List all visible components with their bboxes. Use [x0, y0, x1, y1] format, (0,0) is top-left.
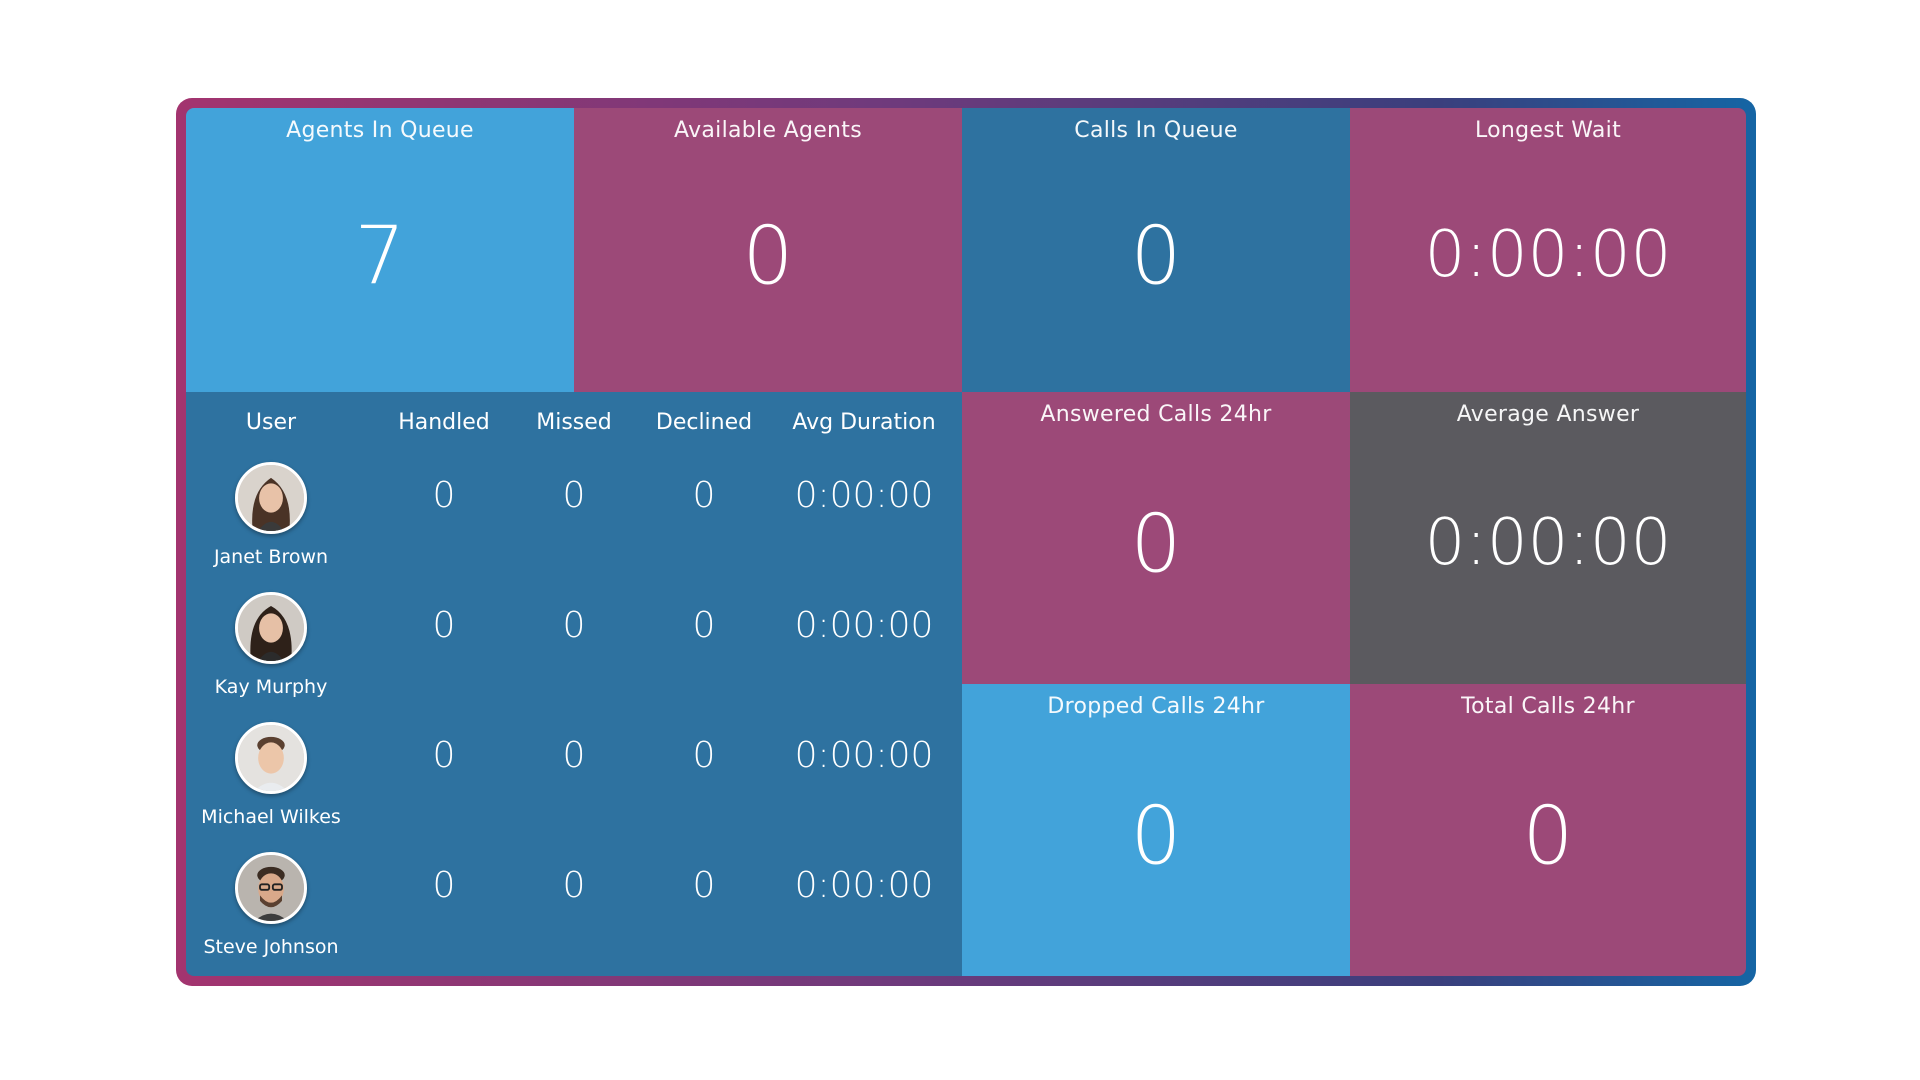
tile-title: Answered Calls 24hr	[1040, 402, 1272, 427]
missed-value: 0	[562, 865, 586, 906]
avg-duration-value: 0:00:00	[794, 475, 934, 516]
handled-value: 0	[432, 865, 456, 906]
dashboard-frame: Agents In Queue 7 Available Agents 0 Cal…	[176, 98, 1756, 986]
declined-value: 0	[692, 865, 716, 906]
user-name: Steve Johnson	[203, 936, 339, 958]
total-calls-tile: Total Calls 24hr 0	[1350, 684, 1746, 976]
column-header-avg-duration: Avg Duration	[792, 410, 936, 435]
tile-title: Available Agents	[674, 118, 862, 143]
dashboard-grid: Agents In Queue 7 Available Agents 0 Cal…	[186, 108, 1746, 976]
tile-value: 0:00:00	[1424, 506, 1672, 581]
answered-calls-tile: Answered Calls 24hr 0	[962, 392, 1350, 684]
tile-title: Dropped Calls 24hr	[1047, 694, 1265, 719]
tile-value: 0:00:00	[1424, 218, 1672, 293]
column-header-handled: Handled	[398, 410, 490, 435]
tile-title: Longest Wait	[1474, 118, 1622, 143]
table-row: Steve Johnson 0 0 0 0:00:00	[186, 852, 962, 976]
missed-value: 0	[562, 605, 586, 646]
user-name: Michael Wilkes	[201, 806, 341, 828]
avg-duration-value: 0:00:00	[794, 865, 934, 906]
handled-value: 0	[432, 475, 456, 516]
column-header-missed: Missed	[536, 410, 612, 435]
column-header-declined: Declined	[655, 410, 753, 435]
tile-value: 0	[1130, 209, 1182, 303]
avatar-michael-wilkes	[235, 722, 307, 794]
avatar-janet-brown	[235, 462, 307, 534]
avatar-steve-johnson	[235, 852, 307, 924]
tile-title: Agents In Queue	[286, 118, 474, 143]
agents-in-queue-tile: Agents In Queue 7	[186, 108, 574, 392]
user-name: Kay Murphy	[214, 676, 328, 698]
avg-duration-value: 0:00:00	[794, 735, 934, 776]
tile-title: Average Answer	[1456, 402, 1640, 427]
average-answer-tile: Average Answer 0:00:00	[1350, 392, 1746, 684]
table-row: Kay Murphy 0 0 0 0:00:00	[186, 592, 962, 722]
column-header-user: User	[245, 410, 297, 435]
declined-value: 0	[692, 475, 716, 516]
tile-value: 0	[1130, 497, 1182, 591]
tile-title: Total Calls 24hr	[1461, 694, 1635, 719]
tile-value: 0	[1130, 789, 1182, 883]
handled-value: 0	[432, 735, 456, 776]
missed-value: 0	[562, 475, 586, 516]
dropped-calls-tile: Dropped Calls 24hr 0	[962, 684, 1350, 976]
avg-duration-value: 0:00:00	[794, 605, 934, 646]
calls-in-queue-tile: Calls In Queue 0	[962, 108, 1350, 392]
available-agents-tile: Available Agents 0	[574, 108, 962, 392]
handled-value: 0	[432, 605, 456, 646]
tile-value: 0	[742, 209, 794, 303]
table-row: Janet Brown 0 0 0 0:00:00	[186, 462, 962, 592]
avatar-kay-murphy	[235, 592, 307, 664]
users-table: User Handled Missed Declined Avg Duratio…	[186, 392, 962, 976]
declined-value: 0	[692, 735, 716, 776]
tile-title: Calls In Queue	[1074, 118, 1238, 143]
declined-value: 0	[692, 605, 716, 646]
longest-wait-tile: Longest Wait 0:00:00	[1350, 108, 1746, 392]
tile-value: 0	[1522, 789, 1574, 883]
tile-value: 7	[354, 209, 406, 303]
missed-value: 0	[562, 735, 586, 776]
table-row: Michael Wilkes 0 0 0 0:00:00	[186, 722, 962, 852]
user-name: Janet Brown	[213, 546, 329, 568]
